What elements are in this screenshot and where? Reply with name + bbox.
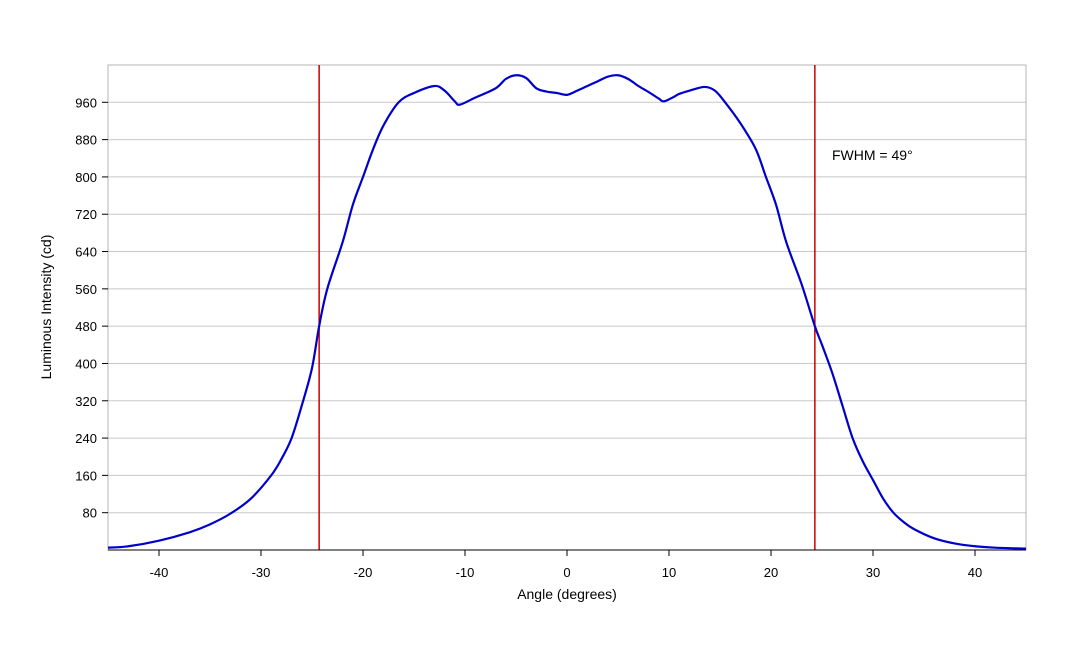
y-tick-label: 720: [75, 207, 97, 222]
y-axis-label: Luminous Intensity (cd): [38, 235, 54, 380]
x-tick-label: 30: [866, 565, 880, 580]
intensity-series-line: [107, 74, 1027, 550]
x-axis-label: Angle (degrees): [517, 586, 617, 602]
y-tick-label: 240: [75, 431, 97, 446]
x-tick-label: -40: [150, 565, 169, 580]
x-tick-label: 40: [968, 565, 982, 580]
y-tick-label: 640: [75, 245, 97, 260]
plot-frame: [107, 64, 1027, 551]
reference-lines: [318, 65, 816, 550]
x-tick-label: -20: [354, 565, 373, 580]
y-tick-label: 480: [75, 319, 97, 334]
y-tick-label: 320: [75, 394, 97, 409]
x-tick-label: 10: [662, 565, 676, 580]
x-tick-label: 20: [764, 565, 778, 580]
x-tick-label: -30: [252, 565, 271, 580]
fwhm-annotation: FWHM = 49°: [832, 147, 913, 163]
x-axis-ticks: -40 -30 -20 -10 0 10 20 30 40: [150, 550, 982, 580]
y-tick-label: 400: [75, 356, 97, 371]
y-tick-label: 880: [75, 133, 97, 148]
y-tick-label: 160: [75, 468, 97, 483]
grid-layer: [108, 101, 1026, 514]
y-tick-label: 960: [75, 95, 97, 110]
y-tick-label: 80: [83, 506, 97, 521]
y-axis-ticks: 80 160 240 320 400 480 560 640 720 800 880 960: [75, 95, 108, 521]
x-tick-label: -10: [456, 565, 475, 580]
y-tick-label: 800: [75, 170, 97, 185]
series-layer: [107, 74, 1027, 550]
y-tick-label: 560: [75, 282, 97, 297]
x-tick-label: 0: [563, 565, 570, 580]
